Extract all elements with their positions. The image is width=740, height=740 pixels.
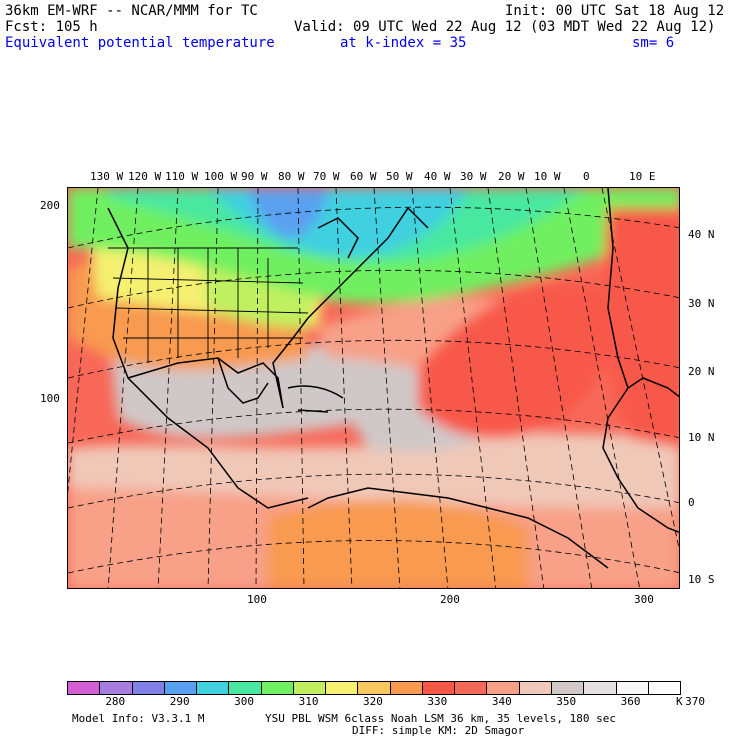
level-info: at k-index = 35	[340, 35, 467, 51]
colorbar-swatch	[132, 682, 165, 694]
theta-e-map	[68, 188, 679, 588]
lon-label: 100 W	[204, 170, 238, 183]
map-panel	[67, 187, 680, 589]
lat-label: 10 N	[688, 431, 715, 444]
colorbar-swatch	[648, 682, 681, 694]
lon-label: 10 E	[629, 170, 656, 183]
lon-label: 80 W	[278, 170, 305, 183]
colorbar-swatch	[584, 682, 617, 694]
lon-label: 40 W	[424, 170, 451, 183]
lon-label: 120 W	[128, 170, 162, 183]
model-title: 36km EM-WRF -- NCAR/MMM for TC	[5, 3, 258, 19]
colorbar-swatch	[164, 682, 198, 694]
diffusion-info: DIFF: simple KM: 2D Smagor	[352, 724, 525, 737]
x-grid-label: 200	[440, 593, 460, 606]
colorbar-swatch	[519, 682, 552, 694]
colorbar-swatch	[261, 682, 294, 694]
colorbar-swatch	[197, 682, 230, 694]
colorbar-label: 280	[105, 695, 126, 708]
colorbar-swatch	[68, 682, 101, 694]
lon-label: 0	[583, 170, 590, 183]
field-name: Equivalent potential temperature	[5, 35, 275, 51]
lon-label: 90 W	[241, 170, 268, 183]
lat-label: 0	[688, 496, 695, 509]
lat-label: 30 N	[688, 297, 715, 310]
colorbar-label: 330	[427, 695, 448, 708]
physics-info: YSU PBL WSM 6class Noah LSM 36 km, 35 le…	[265, 712, 616, 725]
colorbar-swatch	[358, 682, 391, 694]
valid-time: Valid: 09 UTC Wed 22 Aug 12 (03 MDT Wed …	[294, 19, 716, 35]
coastlines	[107, 188, 679, 569]
colorbar-label: 370	[685, 695, 705, 708]
lat-label: 20 N	[688, 365, 715, 378]
x-grid-label: 300	[634, 593, 654, 606]
lat-label: 10 S	[688, 573, 715, 586]
colorbar-label: 300	[234, 695, 255, 708]
lon-label: 130 W	[90, 170, 124, 183]
colorbar-swatch	[326, 682, 359, 694]
colorbar-swatch	[487, 682, 520, 694]
y-grid-label: 200	[40, 199, 60, 212]
model-info: Model Info: V3.3.1 M	[72, 712, 205, 725]
colorbar-label: 310	[298, 695, 319, 708]
colorbar-unit: K	[676, 695, 683, 708]
lat-label: 40 N	[688, 228, 715, 241]
y-grid-label: 100	[40, 392, 60, 405]
x-grid-label: 100	[247, 593, 267, 606]
colorbar-label: 340	[491, 695, 512, 708]
lon-label: 30 W	[460, 170, 487, 183]
colorbar-label: 290	[169, 695, 190, 708]
colorbar-label: 360	[620, 695, 641, 708]
colorbar-label: 320	[363, 695, 383, 708]
colorbar-label: 350	[556, 695, 577, 708]
lon-label: 70 W	[313, 170, 340, 183]
colorbar	[67, 681, 681, 695]
init-time: Init: 00 UTC Sat 18 Aug 12	[505, 3, 725, 19]
lon-label: 50 W	[386, 170, 413, 183]
atlantic-red	[418, 282, 616, 439]
lon-label: 110 W	[165, 170, 199, 183]
colorbar-swatch	[616, 682, 649, 694]
east-red	[604, 208, 679, 448]
colorbar-swatch	[100, 682, 133, 694]
state-borders	[108, 247, 309, 363]
colorbar-swatch	[229, 682, 262, 694]
lon-label: 60 W	[350, 170, 377, 183]
forecast-hour: Fcst: 105 h	[5, 19, 98, 35]
colorbar-swatch	[390, 682, 423, 694]
colorbar-swatch	[455, 682, 488, 694]
lon-label: 20 W	[498, 170, 525, 183]
colorbar-swatch	[422, 682, 456, 694]
south-america-orange	[268, 499, 528, 588]
smoothing-info: sm= 6	[632, 35, 675, 51]
colorbar-swatch	[293, 682, 327, 694]
lon-label: 10 W	[534, 170, 561, 183]
colorbar-swatch	[551, 682, 585, 694]
